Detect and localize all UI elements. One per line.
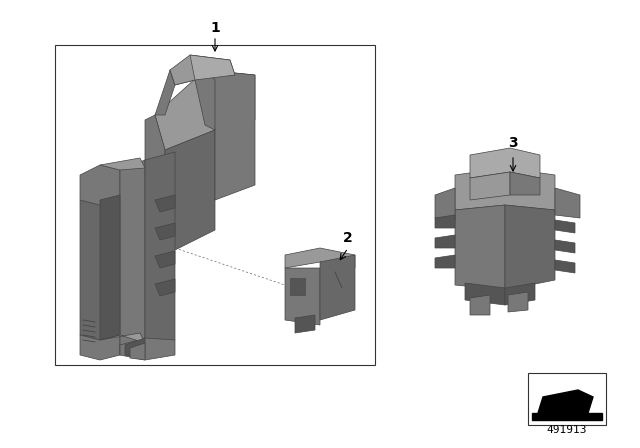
Polygon shape	[470, 148, 540, 178]
Polygon shape	[508, 292, 528, 312]
Polygon shape	[155, 70, 255, 150]
Polygon shape	[470, 295, 490, 315]
Polygon shape	[130, 343, 145, 360]
Polygon shape	[170, 70, 215, 130]
Polygon shape	[555, 240, 575, 253]
Polygon shape	[100, 158, 145, 170]
Polygon shape	[285, 248, 355, 268]
Polygon shape	[435, 235, 455, 248]
Polygon shape	[555, 188, 580, 218]
Polygon shape	[290, 278, 305, 295]
Polygon shape	[320, 255, 355, 320]
Polygon shape	[455, 205, 505, 290]
Polygon shape	[505, 283, 535, 305]
Polygon shape	[155, 279, 175, 296]
Polygon shape	[285, 268, 320, 325]
Polygon shape	[80, 335, 120, 360]
Polygon shape	[165, 130, 215, 255]
Polygon shape	[555, 260, 575, 273]
Text: 1: 1	[210, 21, 220, 35]
Polygon shape	[190, 55, 235, 80]
Text: 2: 2	[343, 231, 353, 245]
Bar	[55, 45, 375, 365]
Polygon shape	[145, 115, 165, 270]
Polygon shape	[455, 168, 555, 210]
Polygon shape	[80, 200, 120, 340]
Polygon shape	[155, 223, 175, 240]
Polygon shape	[538, 390, 593, 413]
Polygon shape	[470, 172, 510, 200]
Polygon shape	[120, 338, 175, 360]
Polygon shape	[295, 315, 315, 333]
Text: 491913: 491913	[547, 425, 588, 435]
Polygon shape	[555, 220, 575, 233]
Polygon shape	[155, 70, 175, 115]
Polygon shape	[435, 188, 455, 220]
Polygon shape	[100, 333, 145, 343]
Polygon shape	[170, 55, 235, 85]
Polygon shape	[435, 215, 455, 228]
Polygon shape	[100, 195, 120, 340]
Bar	[528, 373, 606, 425]
Polygon shape	[155, 195, 175, 212]
Polygon shape	[532, 413, 602, 420]
Polygon shape	[205, 70, 255, 200]
Polygon shape	[80, 165, 120, 205]
Polygon shape	[505, 205, 555, 290]
Polygon shape	[510, 172, 540, 195]
Text: 3: 3	[508, 136, 518, 150]
Polygon shape	[125, 338, 145, 358]
Polygon shape	[155, 251, 175, 268]
Polygon shape	[465, 283, 505, 305]
Polygon shape	[120, 160, 145, 355]
Polygon shape	[145, 152, 175, 345]
Polygon shape	[435, 255, 455, 268]
